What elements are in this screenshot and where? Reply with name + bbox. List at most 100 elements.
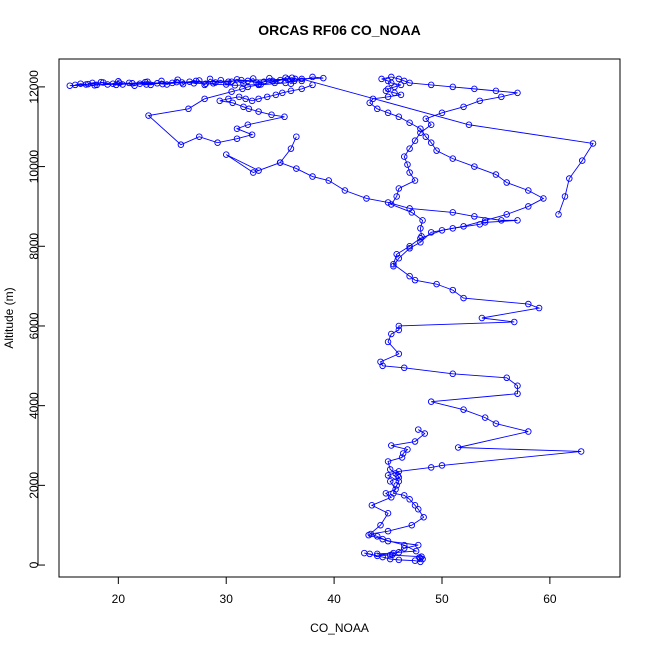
- data-point: [406, 496, 413, 503]
- y-tick-label: 2000: [27, 472, 41, 499]
- data-point: [476, 221, 484, 228]
- data-point: [233, 135, 241, 142]
- y-axis-title: Altitude (m): [2, 287, 16, 348]
- data-point: [112, 81, 120, 89]
- data-point: [179, 80, 187, 88]
- data-point: [449, 286, 457, 294]
- data-point: [222, 151, 230, 158]
- data-point: [249, 169, 257, 176]
- data-point: [449, 370, 457, 378]
- data-point: [404, 446, 411, 453]
- data-point: [411, 557, 419, 564]
- data-point: [384, 458, 392, 465]
- data-point: [374, 105, 381, 113]
- data-point: [427, 121, 435, 128]
- y-tick-label: 6000: [27, 312, 41, 339]
- data-point: [298, 85, 305, 93]
- data-point: [384, 510, 392, 517]
- data-point: [129, 80, 136, 87]
- data-point: [374, 550, 381, 558]
- data-point: [99, 79, 107, 86]
- y-tick-label: 10000: [27, 150, 41, 184]
- x-axis-title: CO_NOAA: [310, 621, 369, 635]
- data-point: [397, 91, 405, 99]
- data-point: [438, 462, 446, 469]
- data-point: [365, 531, 372, 539]
- data-point: [492, 420, 500, 427]
- data-point: [217, 76, 225, 84]
- data-point: [391, 83, 398, 91]
- data-point: [206, 75, 214, 83]
- data-point: [240, 103, 247, 111]
- data-point: [394, 472, 402, 479]
- data-point: [91, 82, 98, 89]
- y-tick-label: 4000: [27, 392, 41, 419]
- data-point: [249, 75, 257, 82]
- data-point: [561, 193, 569, 200]
- data-point: [379, 535, 386, 543]
- data-point: [427, 398, 435, 405]
- data-point: [471, 163, 478, 170]
- data-point: [460, 406, 467, 413]
- data-point: [420, 513, 427, 521]
- data-point: [66, 82, 74, 89]
- data-point: [398, 454, 406, 461]
- series-4: [145, 75, 597, 218]
- data-point: [415, 506, 422, 513]
- data-point: [492, 87, 500, 95]
- data-point: [399, 450, 407, 457]
- data-point: [325, 177, 332, 184]
- x-tick-label: 50: [435, 592, 449, 606]
- data-point: [555, 211, 562, 218]
- data-point: [393, 193, 400, 200]
- data-point: [449, 83, 457, 91]
- data-point: [384, 77, 392, 85]
- data-point: [433, 147, 440, 154]
- data-point: [195, 133, 203, 140]
- x-tick-label: 30: [220, 592, 234, 606]
- data-point: [418, 553, 425, 560]
- data-point: [417, 555, 424, 562]
- data-point: [386, 478, 394, 485]
- data-point: [390, 262, 397, 270]
- data-point: [395, 254, 403, 262]
- data-point: [177, 141, 185, 148]
- data-point: [384, 527, 392, 535]
- data-point: [395, 549, 403, 556]
- data-point: [384, 109, 392, 117]
- data-point: [411, 177, 419, 184]
- data-point: [145, 112, 152, 119]
- x-tick-label: 40: [327, 592, 341, 606]
- data-point: [525, 187, 532, 194]
- data-point: [498, 217, 505, 224]
- data-point: [406, 245, 413, 252]
- data-point: [525, 428, 532, 435]
- data-point: [578, 157, 586, 164]
- data-point: [282, 79, 289, 87]
- data-point: [406, 205, 413, 212]
- data-point: [309, 173, 316, 180]
- data-point: [244, 83, 252, 91]
- data-point: [271, 79, 279, 87]
- data-point: [388, 73, 395, 81]
- data-point: [293, 133, 300, 140]
- data-point: [427, 139, 435, 146]
- data-point: [411, 137, 419, 144]
- data-point: [417, 239, 424, 246]
- data-point: [408, 521, 416, 529]
- data-point: [514, 382, 521, 389]
- data-point: [438, 109, 446, 117]
- data-point: [287, 87, 295, 95]
- data-point: [244, 121, 252, 128]
- data-point: [406, 272, 413, 280]
- data-point: [481, 219, 489, 226]
- data-point: [481, 414, 489, 421]
- x-axis: 20 30 40 50 60: [112, 576, 557, 606]
- series-line: [69, 76, 324, 87]
- data-point: [478, 314, 486, 322]
- data-point: [384, 199, 392, 206]
- data-point: [503, 374, 510, 382]
- data-point: [115, 78, 122, 85]
- data-point: [417, 129, 424, 136]
- data-point: [368, 502, 376, 509]
